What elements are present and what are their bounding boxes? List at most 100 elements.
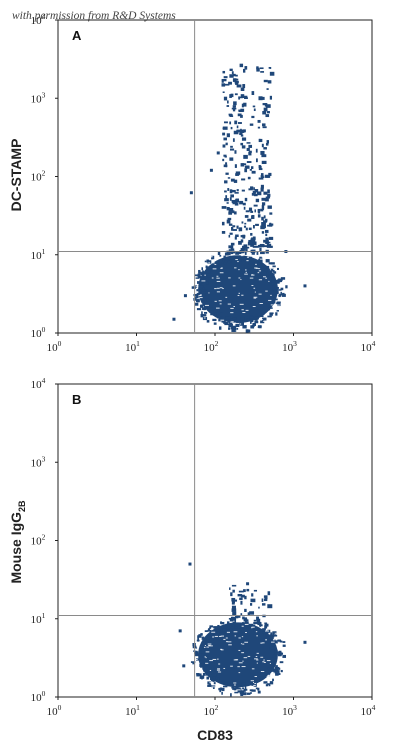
data-point xyxy=(270,268,274,272)
data-point xyxy=(259,96,265,100)
data-point xyxy=(263,681,268,684)
data-point xyxy=(214,312,217,317)
y-axis-label-b-main: Mouse IgG xyxy=(8,512,24,584)
data-point xyxy=(207,628,210,631)
data-point xyxy=(242,257,247,261)
density-gap xyxy=(254,267,258,269)
data-point xyxy=(209,625,214,628)
data-point xyxy=(248,259,250,263)
data-point xyxy=(233,130,239,135)
data-point xyxy=(250,623,254,627)
data-point xyxy=(229,148,235,151)
data-point xyxy=(211,633,215,636)
data-point xyxy=(231,616,236,621)
density-gap xyxy=(234,635,237,637)
data-point xyxy=(241,137,247,141)
data-point xyxy=(209,307,213,311)
data-point xyxy=(238,109,242,112)
density-gap xyxy=(274,257,277,259)
density-gap xyxy=(242,643,245,645)
data-point xyxy=(260,150,265,155)
density-gap xyxy=(237,261,239,263)
density-gap xyxy=(271,641,275,643)
density-gap xyxy=(210,688,213,690)
data-point xyxy=(234,80,239,84)
data-point xyxy=(223,164,228,168)
data-point xyxy=(228,114,233,117)
density-gap xyxy=(233,684,236,686)
data-point xyxy=(231,597,236,602)
data-point xyxy=(225,316,231,320)
data-point xyxy=(270,285,273,290)
data-point xyxy=(253,241,256,246)
data-point xyxy=(205,639,210,642)
data-point xyxy=(260,208,264,212)
data-point xyxy=(235,74,238,77)
y-tick-label: 101 xyxy=(31,611,46,626)
density-gap xyxy=(256,652,259,654)
density-gap xyxy=(263,661,266,663)
data-point xyxy=(261,598,264,602)
data-point xyxy=(228,234,231,238)
data-point xyxy=(199,663,204,667)
data-point xyxy=(199,675,205,679)
data-point xyxy=(274,645,277,648)
density-gap xyxy=(228,644,232,646)
data-point xyxy=(228,617,232,620)
data-point xyxy=(217,314,222,318)
data-point xyxy=(197,281,201,284)
data-point xyxy=(253,204,258,207)
data-point xyxy=(201,315,204,318)
data-point xyxy=(267,683,271,685)
data-point xyxy=(202,314,207,317)
data-point xyxy=(228,327,231,330)
density-gap xyxy=(217,658,219,660)
density-gap xyxy=(272,639,275,641)
data-point xyxy=(263,147,267,150)
data-point xyxy=(267,315,272,318)
density-gap xyxy=(197,256,200,258)
data-point xyxy=(240,692,244,696)
data-point xyxy=(231,608,237,612)
data-point xyxy=(252,627,256,630)
data-point xyxy=(206,298,209,302)
data-point xyxy=(197,635,200,639)
data-point xyxy=(209,626,212,629)
density-gap xyxy=(245,632,247,634)
data-point xyxy=(246,588,250,592)
data-point xyxy=(221,78,227,82)
data-point xyxy=(239,96,243,99)
data-point xyxy=(210,634,215,637)
data-point xyxy=(262,677,265,680)
density-gap xyxy=(199,303,203,305)
data-point xyxy=(201,636,205,640)
data-point xyxy=(250,320,254,323)
data-point xyxy=(243,589,246,593)
data-point xyxy=(250,210,254,213)
density-gap xyxy=(249,277,254,279)
data-point xyxy=(244,165,250,169)
data-point xyxy=(248,227,252,231)
density-gap xyxy=(221,267,223,269)
data-point xyxy=(263,215,266,219)
data-point xyxy=(242,234,246,239)
data-point xyxy=(206,320,210,323)
data-point xyxy=(267,591,271,596)
data-point xyxy=(270,646,275,650)
x-tick-label: 100 xyxy=(47,703,62,718)
data-point xyxy=(239,132,243,136)
data-point xyxy=(240,594,245,598)
density-gap xyxy=(265,639,267,641)
data-point xyxy=(280,287,284,291)
data-point xyxy=(196,673,200,677)
data-point xyxy=(221,681,225,684)
data-point xyxy=(234,192,239,194)
data-point xyxy=(248,207,253,212)
data-point xyxy=(202,307,207,311)
density-gap xyxy=(209,660,213,662)
data-point xyxy=(257,632,260,636)
density-gap xyxy=(220,649,224,651)
data-point xyxy=(269,312,274,315)
data-point xyxy=(209,638,214,641)
